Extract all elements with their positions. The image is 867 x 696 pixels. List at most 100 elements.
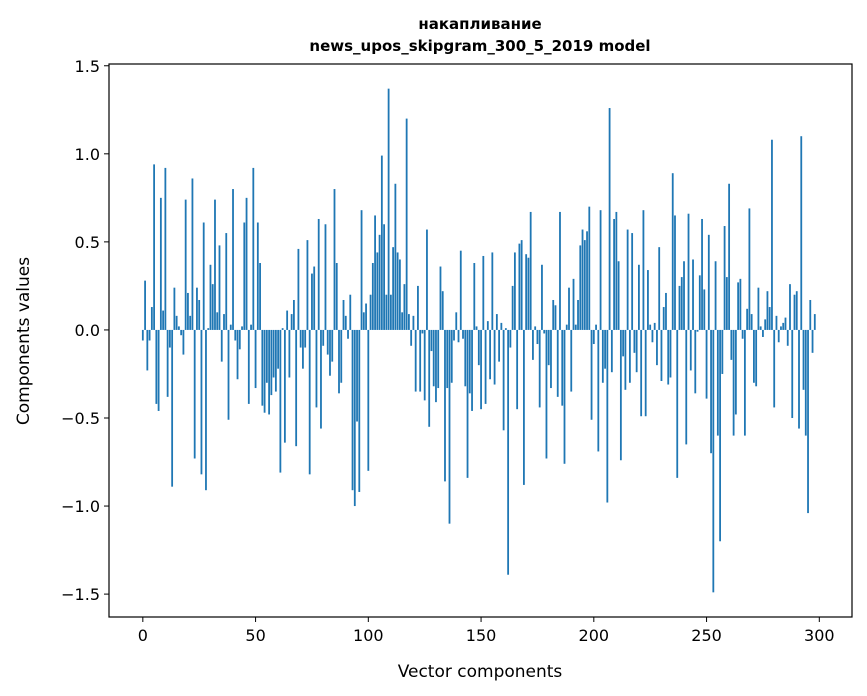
- bar-224: [647, 270, 649, 330]
- bar-14: [173, 287, 176, 330]
- bar-285: [784, 317, 787, 330]
- bar-298: [813, 314, 816, 330]
- bar-153: [486, 321, 489, 330]
- y-axis-label: Components values: [14, 257, 34, 425]
- bar-146: [471, 329, 473, 411]
- bar-223: [644, 329, 647, 417]
- bar-50: [254, 329, 257, 389]
- bar-45: [243, 222, 246, 330]
- bar-288: [791, 329, 794, 418]
- bar-48: [250, 324, 252, 330]
- bar-212: [619, 329, 622, 461]
- bar-35: [220, 329, 223, 362]
- bar-113: [396, 252, 399, 330]
- bar-88: [340, 329, 343, 383]
- bar-33: [216, 312, 219, 330]
- bar-92: [349, 294, 352, 330]
- bar-57: [270, 329, 273, 396]
- bar-137: [450, 329, 453, 383]
- bar-44: [241, 326, 243, 330]
- bar-107: [383, 224, 386, 330]
- bar-60: [277, 329, 280, 369]
- bar-241: [685, 329, 688, 445]
- bar-267: [743, 329, 746, 436]
- bar-232: [665, 292, 667, 330]
- bar-13: [171, 329, 174, 487]
- bar-39: [229, 324, 232, 330]
- bar-58: [272, 329, 275, 378]
- bar-16: [178, 326, 180, 330]
- bar-71: [302, 329, 304, 369]
- bar-38: [227, 329, 230, 420]
- bar-12: [168, 329, 171, 348]
- bar-102: [371, 263, 374, 330]
- bar-162: [507, 329, 510, 575]
- bar-230: [660, 329, 663, 382]
- bar-248: [701, 218, 703, 330]
- bar-290: [795, 291, 798, 330]
- bar-128: [430, 329, 433, 352]
- bar-70: [299, 329, 302, 348]
- bar-28: [205, 329, 207, 491]
- x-axis-label: Vector components: [398, 662, 563, 682]
- bar-238: [678, 285, 681, 330]
- bar-106: [380, 155, 383, 330]
- bar-235: [671, 173, 674, 330]
- bar-198: [588, 206, 591, 330]
- bar-272: [755, 329, 758, 387]
- bar-221: [640, 329, 643, 417]
- bar-25: [198, 299, 201, 330]
- bar-24: [196, 287, 198, 330]
- bar-140: [457, 329, 460, 343]
- bar-112: [394, 183, 397, 330]
- bar-2: [146, 329, 149, 371]
- bar-129: [432, 329, 435, 387]
- plot-frame: [108, 63, 853, 618]
- bar-59: [274, 329, 277, 392]
- bar-40: [232, 189, 234, 330]
- x-tick-label: 150: [466, 626, 497, 645]
- bar-275: [762, 329, 764, 337]
- bar-27: [202, 222, 205, 330]
- bar-64: [286, 310, 289, 330]
- bar-217: [631, 233, 634, 330]
- bar-55: [265, 329, 268, 383]
- bar-260: [728, 183, 731, 330]
- bar-180: [547, 329, 550, 366]
- bar-118: [408, 314, 410, 330]
- bar-100: [367, 329, 370, 471]
- bar-78: [317, 218, 320, 330]
- bar-256: [719, 329, 721, 542]
- x-tick-label: 100: [353, 626, 384, 645]
- bar-297: [811, 329, 814, 353]
- bar-26: [200, 329, 203, 475]
- bar-73: [306, 240, 309, 330]
- bar-184: [556, 329, 559, 397]
- bar-185: [559, 211, 561, 330]
- bar-22: [191, 178, 194, 330]
- bar-111: [392, 247, 395, 330]
- bar-280: [773, 329, 776, 408]
- bar-274: [759, 326, 762, 330]
- bar-141: [459, 250, 462, 330]
- bar-182: [552, 299, 555, 330]
- bar-194: [579, 245, 582, 330]
- bar-7: [157, 329, 160, 411]
- bar-159: [500, 322, 503, 330]
- y-tick-label: 1.0: [75, 145, 100, 164]
- bar-46: [245, 197, 248, 330]
- y-tick-label: 0.5: [75, 233, 100, 252]
- bar-229: [658, 247, 661, 330]
- bar-9: [162, 310, 165, 330]
- bar-201: [595, 324, 597, 330]
- bar-116: [403, 284, 406, 330]
- bar-125: [423, 329, 426, 401]
- bar-236: [674, 215, 676, 330]
- bar-202: [597, 329, 600, 452]
- bar-168: [520, 240, 523, 330]
- bar-108: [385, 294, 388, 330]
- x-tick-label: 0: [138, 626, 148, 645]
- bar-172: [529, 211, 532, 330]
- bar-62: [281, 328, 284, 330]
- bar-188: [565, 324, 568, 330]
